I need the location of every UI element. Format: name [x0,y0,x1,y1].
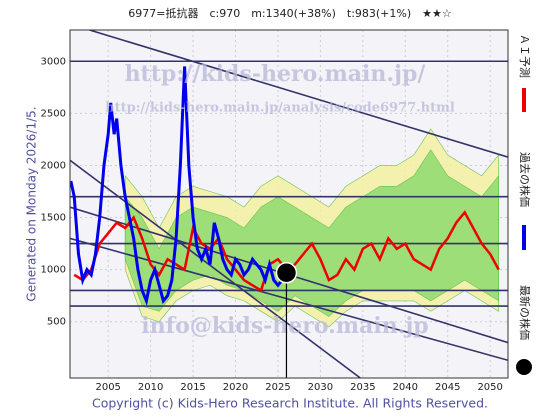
x-tick-label: 2050 [477,382,502,393]
forecast-band [124,149,499,317]
plot [70,30,508,378]
chart-title: 6977=抵抗器 c:970 m:1340(+38%) t:983(+1%) ★… [128,6,452,20]
plot-frame [69,29,509,379]
x-tick-label: 2035 [350,382,375,393]
footer: Copyright (c) Kids-Hero Research Institu… [92,396,488,411]
watermark: http://kids-hero.main.jp/ [125,61,427,87]
series-line [70,66,287,307]
x-tick-label: 2010 [138,382,163,393]
side-label: Generated on Monday 2026/1/5. [25,106,39,301]
legend-label: ＡＩ予測 [518,34,532,78]
watermark: info@kids-hero.main.jp [141,313,428,339]
x-tick-label: 2025 [265,382,290,393]
watermark: http://kids-hero.main.jp/analysis/code69… [105,101,455,116]
y-tick-label: 500 [47,317,66,328]
y-tick-label: 2000 [41,160,66,171]
legend-swatch [516,359,532,375]
trend-line [70,159,361,378]
x-tick-label: 2045 [435,382,460,393]
x-tick-label: 2040 [393,382,418,393]
legend-label: 最新の株価 [518,285,532,340]
trend-line [70,237,508,362]
x-tick-label: 2020 [223,382,248,393]
trend-line [89,30,508,158]
x-tick-label: 2015 [180,382,205,393]
x-tick-label: 2005 [95,382,120,393]
current-dot [275,262,298,284]
x-tick-label: 2030 [308,382,333,393]
y-tick-label: 3000 [41,56,66,67]
y-tick-label: 1500 [41,213,66,224]
y-tick-label: 2500 [41,108,66,119]
legend-label: 過去の株価 [518,152,532,207]
y-tick-label: 1000 [41,265,66,276]
